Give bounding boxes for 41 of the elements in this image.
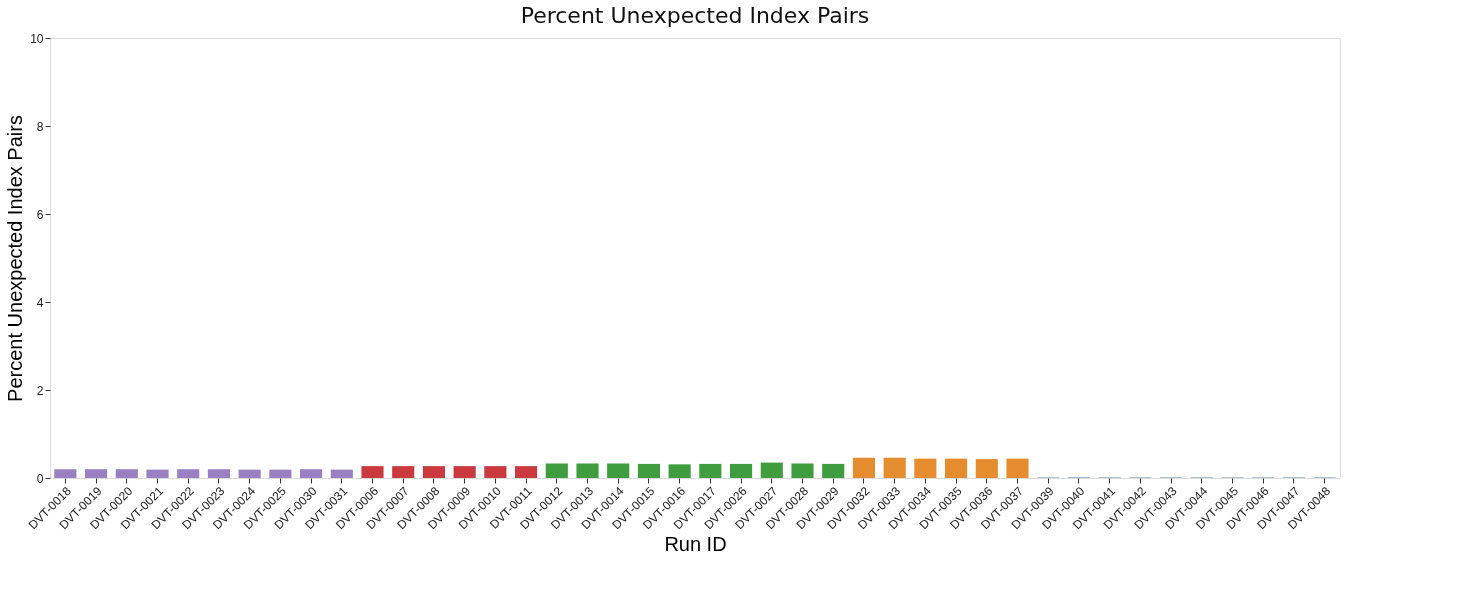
- bar: [392, 466, 415, 478]
- bar: [515, 466, 538, 478]
- y-tick-label: 2: [36, 383, 44, 398]
- bar: [545, 463, 568, 478]
- y-tick-label: 6: [36, 207, 44, 222]
- bar: [914, 458, 937, 478]
- bar: [637, 463, 660, 478]
- bar: [300, 469, 323, 478]
- bar: [177, 469, 200, 478]
- bar: [453, 466, 476, 478]
- bar: [330, 469, 353, 478]
- bar: [361, 466, 384, 478]
- bar: [607, 463, 630, 478]
- bar: [730, 463, 753, 478]
- y-tick-label: 4: [36, 295, 44, 310]
- bar: [238, 469, 261, 478]
- bar: [852, 457, 875, 478]
- bar: [1006, 458, 1029, 478]
- bar: [146, 469, 169, 478]
- bar: [484, 466, 507, 478]
- bar: [54, 469, 77, 478]
- bar: [883, 457, 906, 478]
- bar: [699, 463, 722, 478]
- bar: [115, 469, 138, 478]
- chart-title: Percent Unexpected Index Pairs: [520, 3, 870, 28]
- y-axis-title: Percent Unexpected Index Pairs: [4, 115, 27, 402]
- x-axis-title: Run ID: [664, 533, 727, 556]
- bar: [422, 466, 445, 478]
- bar: [975, 459, 998, 478]
- bar: [760, 462, 783, 478]
- bar: [791, 463, 814, 478]
- bar: [207, 469, 230, 478]
- bar: [85, 469, 108, 478]
- bar: [668, 464, 691, 478]
- y-tick-label: 0: [36, 471, 44, 486]
- bar: [576, 463, 599, 478]
- bar: [945, 458, 968, 478]
- y-tick-label: 8: [36, 119, 44, 134]
- bar: [269, 469, 292, 478]
- bar: [822, 463, 845, 478]
- y-tick-label: 10: [30, 31, 44, 46]
